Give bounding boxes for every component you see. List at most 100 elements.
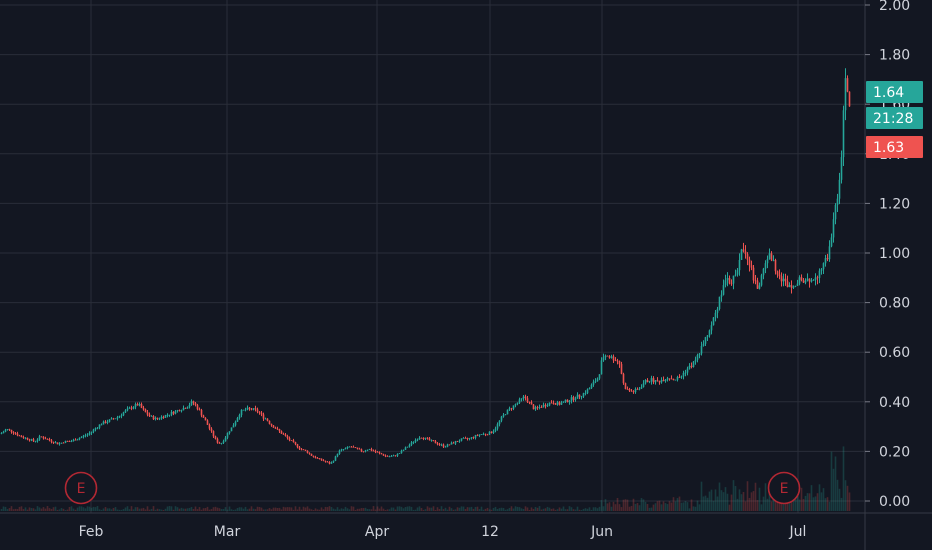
candle-body-3	[6, 429, 9, 430]
volume-bar-160	[320, 507, 323, 511]
volume-bar-43	[86, 506, 89, 511]
candle-body-147	[294, 442, 297, 445]
candle-body-35	[70, 441, 73, 442]
volume-bar-244	[488, 509, 491, 511]
volume-bar-228	[456, 507, 459, 511]
volume-bar-90	[180, 507, 183, 511]
volume-bar-163	[326, 507, 329, 511]
candle-body-279	[558, 402, 561, 405]
volume-bar-60	[120, 509, 123, 511]
candle-body-339	[678, 376, 681, 378]
candle-body-28	[56, 442, 59, 445]
candle-body-406	[812, 280, 815, 281]
volume-bar-47	[94, 507, 97, 511]
volume-bar-168	[336, 507, 339, 511]
volume-bar-79	[158, 509, 161, 511]
volume-bar-24	[48, 508, 51, 511]
price-label-bg-2	[866, 136, 923, 158]
volume-bar-378	[756, 500, 759, 511]
candle-body-365	[730, 283, 733, 285]
candle-body-350	[700, 345, 703, 354]
candle-body-348	[696, 355, 699, 360]
candle-body-158	[316, 458, 319, 459]
candle-body-329	[658, 381, 661, 383]
volume-bar-58	[116, 509, 119, 511]
volume-bar-357	[714, 489, 717, 511]
candle-body-152	[304, 449, 307, 451]
candle-body-312	[624, 383, 627, 389]
x-tick-label-4: Jun	[590, 524, 613, 540]
candle-body-26	[52, 441, 55, 443]
candle-body-272	[544, 404, 547, 407]
candle-body-116	[232, 425, 235, 428]
volume-bar-326	[652, 504, 655, 511]
candle-body-30	[60, 442, 63, 444]
volume-bar-295	[590, 509, 593, 511]
volume-bar-35	[70, 506, 73, 511]
volume-bar-316	[632, 498, 635, 511]
earnings-marker-0[interactable]: E	[64, 471, 98, 505]
candle-body-18	[36, 439, 39, 442]
volume-bar-21	[42, 507, 45, 511]
candle-body-12	[24, 437, 27, 439]
candle-body-82	[164, 415, 167, 418]
volume-bar-32	[64, 509, 67, 511]
volume-bar-49	[98, 509, 101, 511]
volume-bar-12	[24, 507, 27, 511]
candle-body-323	[646, 379, 649, 383]
volume-bar-273	[546, 506, 549, 511]
candle-body-337	[674, 379, 677, 381]
volume-bar-331	[662, 501, 665, 511]
candle-body-33	[66, 440, 69, 442]
candle-body-271	[542, 404, 545, 408]
volume-bar-347	[694, 506, 697, 511]
volume-bar-65	[130, 506, 133, 511]
volume-bar-195	[390, 507, 393, 511]
candle-body-367	[734, 274, 737, 276]
candle-body-74	[148, 414, 151, 417]
volume-bar-101	[202, 508, 205, 511]
candle-body-405	[810, 280, 813, 282]
candle-body-298	[596, 378, 599, 382]
volume-bar-263	[526, 507, 529, 511]
candle-body-204	[408, 444, 411, 447]
candle-body-363	[726, 277, 729, 281]
volume-bar-156	[312, 509, 315, 511]
candle-body-248	[496, 424, 499, 429]
candle-body-131	[262, 414, 265, 419]
volume-bar-198	[396, 506, 399, 511]
candle-body-217	[434, 441, 437, 444]
volume-bar-288	[576, 506, 579, 511]
earnings-marker-label-1: E	[780, 481, 789, 497]
candle-body-395	[790, 285, 793, 288]
volume-bar-31	[62, 508, 65, 511]
volume-bar-164	[328, 506, 331, 511]
candle-body-182	[364, 450, 367, 452]
volume-bar-134	[268, 508, 271, 511]
volume-bar-140	[280, 509, 283, 511]
volume-bar-384	[768, 486, 771, 511]
volume-bar-253	[506, 509, 509, 511]
volume-bar-310	[620, 507, 623, 511]
candle-body-412	[824, 258, 827, 264]
volume-bar-289	[578, 509, 581, 511]
candle-body-129	[258, 411, 261, 413]
volume-bar-352	[704, 495, 707, 511]
candle-body-96	[192, 401, 195, 404]
volume-bar-85	[170, 506, 173, 511]
candle-body-295	[590, 384, 593, 389]
volume-bar-202	[404, 506, 407, 511]
candle-body-221	[442, 444, 445, 447]
candle-body-15	[30, 439, 33, 441]
candle-body-224	[448, 444, 451, 446]
earnings-marker-1[interactable]: E	[767, 471, 801, 505]
candle-body-240	[480, 434, 483, 435]
volume-bar-70	[140, 508, 143, 511]
volume-bar-293	[586, 508, 589, 511]
candle-body-90	[180, 410, 183, 412]
volume-bar-104	[208, 509, 211, 511]
volume-bar-303	[606, 503, 609, 511]
volume-bar-128	[256, 506, 259, 511]
